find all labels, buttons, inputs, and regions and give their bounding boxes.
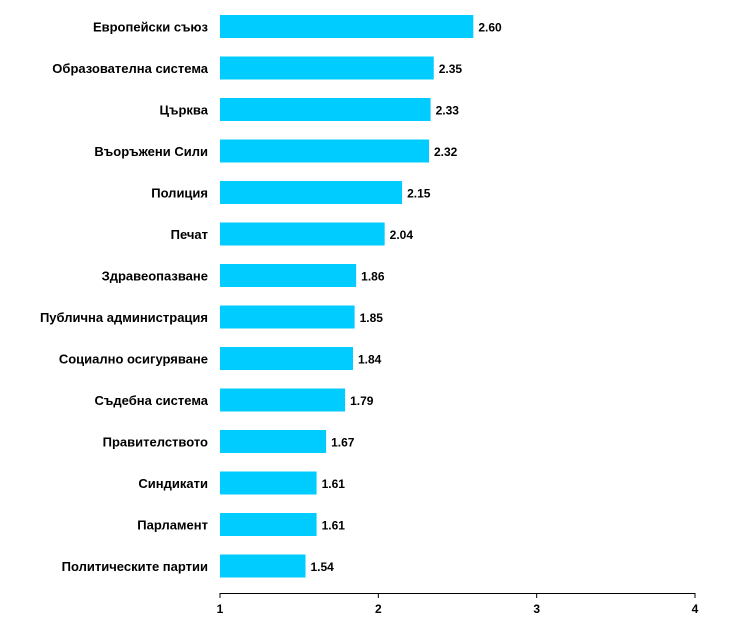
category-label: Публична администрация: [40, 310, 208, 325]
bar: [220, 388, 346, 412]
category-label: Църква: [160, 103, 209, 118]
category-label: Европейски съюз: [93, 20, 209, 35]
value-label: 2.60: [478, 21, 502, 35]
category-label: Образователна система: [52, 61, 208, 76]
bars-group: [220, 15, 474, 578]
x-tick-label: 2: [375, 602, 382, 616]
value-label: 1.85: [360, 311, 384, 325]
bar: [220, 305, 355, 329]
value-labels: 2.60 2.35 2.33 2.32 2.15 2.04 1.86 1.85 1.84 1.79…: [311, 21, 503, 575]
bar: [220, 15, 474, 38]
category-label: Здравеопазване: [102, 269, 208, 284]
category-label: Съдебна система: [95, 393, 209, 408]
bar: [220, 222, 385, 246]
value-label: 1.79: [350, 394, 374, 408]
category-label: Политическите партии: [62, 559, 208, 574]
value-label: 1.86: [361, 270, 385, 284]
bar: [220, 139, 429, 163]
bar: [220, 98, 431, 121]
x-axis-ticks: 1 2 3 4: [217, 593, 699, 616]
category-label: Въоръжени Сили: [94, 144, 208, 159]
value-label: 2.15: [407, 187, 431, 201]
value-label: 1.61: [322, 519, 346, 533]
bar: [220, 513, 317, 536]
value-label: 1.84: [358, 353, 382, 367]
category-labels: Европейски съюз Образователна система Църк…: [40, 20, 209, 575]
category-label: Парламент: [137, 518, 208, 533]
value-label: 2.33: [436, 104, 460, 118]
x-tick-label: 4: [692, 602, 699, 616]
bar: [220, 430, 327, 453]
x-tick-label: 3: [533, 602, 540, 616]
value-label: 1.67: [331, 436, 355, 450]
bar: [220, 56, 434, 80]
bar: [220, 264, 357, 287]
category-label: Правителството: [103, 435, 208, 450]
value-label: 2.35: [439, 62, 463, 76]
bar: [220, 554, 306, 578]
bar: [220, 471, 317, 495]
x-tick-label: 1: [217, 602, 224, 616]
value-label: 1.61: [322, 477, 346, 491]
bar: [220, 181, 403, 204]
category-label: Синдикати: [138, 476, 208, 491]
category-label: Социално осигуряване: [59, 352, 208, 367]
value-label: 2.32: [434, 145, 458, 159]
value-label: 2.04: [390, 228, 414, 242]
category-label: Полиция: [151, 186, 208, 201]
category-label: Печат: [171, 227, 208, 242]
bar: [220, 347, 353, 370]
value-label: 1.54: [311, 560, 335, 574]
